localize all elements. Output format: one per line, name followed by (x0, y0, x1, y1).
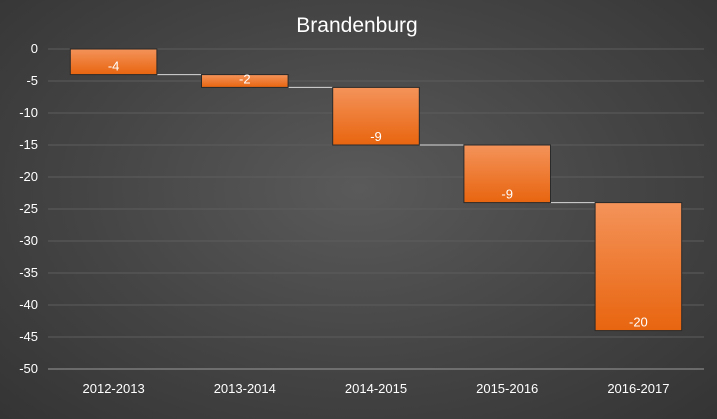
y-tick-label: -50 (19, 361, 38, 376)
x-category-label: 2015-2016 (476, 381, 538, 396)
data-label: -20 (629, 315, 648, 330)
x-category-label: 2013-2014 (214, 381, 276, 396)
bar (594, 202, 683, 332)
bar (201, 74, 289, 88)
bar (332, 86, 420, 146)
x-axis: 2012-2013 2013-2014 2014-2015 2015-2016 2016… (83, 381, 670, 396)
data-label: -4 (108, 59, 120, 74)
y-tick-label: 0 (31, 41, 38, 56)
bar (69, 48, 158, 76)
chart-title: Brandenburg (296, 14, 417, 37)
y-tick-label: -30 (19, 233, 38, 248)
data-label: -9 (501, 187, 513, 202)
connector-lines (156, 74, 596, 204)
y-tick-label: -20 (19, 169, 38, 184)
y-tick-label: -25 (19, 201, 38, 216)
data-labels: -4 -2 -9 -9 -20 (108, 59, 648, 330)
y-tick-label: -45 (19, 329, 38, 344)
y-tick-label: -35 (19, 265, 38, 280)
bar (463, 144, 551, 204)
data-label: -9 (370, 129, 382, 144)
bars (69, 48, 683, 332)
gridlines (48, 48, 704, 370)
x-category-label: 2014-2015 (345, 381, 407, 396)
y-axis: 0 -5 -10 -15 -20 -25 -30 -35 -40 -45 -50 (19, 41, 38, 376)
data-label: -2 (239, 71, 251, 86)
y-tick-label: -15 (19, 137, 38, 152)
y-tick-label: -10 (19, 105, 38, 120)
y-tick-label: -40 (19, 297, 38, 312)
x-category-label: 2012-2013 (83, 381, 145, 396)
y-tick-label: -5 (26, 73, 38, 88)
x-category-label: 2016-2017 (607, 381, 669, 396)
